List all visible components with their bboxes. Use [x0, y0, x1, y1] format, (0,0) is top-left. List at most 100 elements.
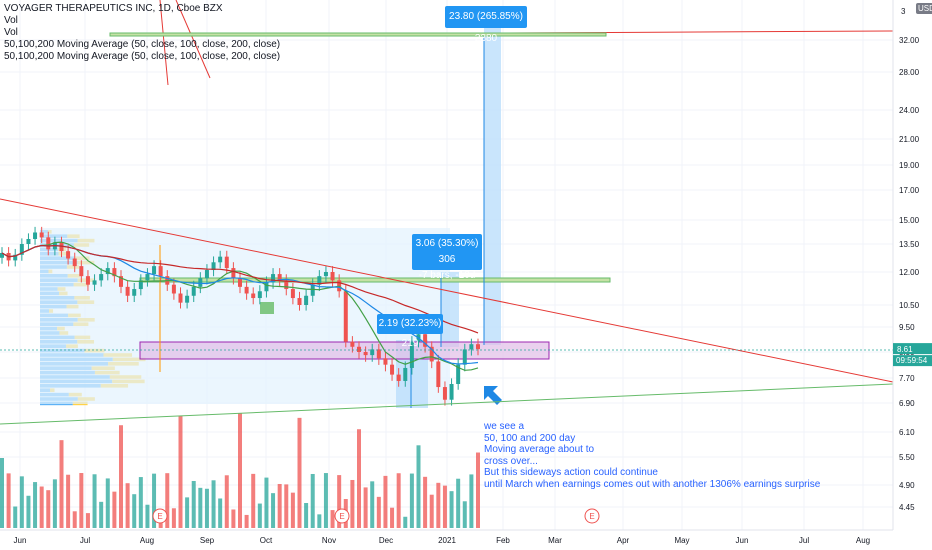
volume-bar: [416, 445, 421, 528]
arrow-icon: [484, 386, 502, 405]
price-axis-label: 32.00: [899, 36, 920, 45]
candle: [436, 361, 441, 388]
price-axis-label: 7.70: [899, 374, 915, 383]
volume-bar: [26, 495, 31, 528]
price-axis-label-top: 3: [901, 7, 906, 16]
time-axis-label: Jul: [799, 536, 809, 545]
trend-lines[interactable]: [0, 0, 894, 425]
measure-box-big[interactable]: 23.80 (265.85%) 2380: [445, 6, 527, 44]
candle: [257, 291, 262, 299]
volume-bar: [390, 507, 395, 528]
volume-bar: [85, 513, 90, 528]
volume-bar: [33, 482, 38, 528]
volume-bar: [290, 492, 295, 528]
countdown-tag: [893, 355, 932, 367]
volume-bar: [231, 509, 236, 528]
volume-bar: [13, 506, 18, 528]
candle: [158, 266, 163, 277]
candle: [423, 334, 428, 347]
currency-label[interactable]: USD: [916, 3, 932, 14]
annotation-line: 50, 100 and 200 day: [484, 432, 576, 444]
time-axis-label: Mar: [548, 536, 562, 545]
consolidation-zone: [139, 341, 550, 360]
volume-bar: [449, 491, 454, 528]
price-axis-label: 4.90: [899, 481, 915, 490]
volume-bar: [304, 503, 309, 528]
measure-box-small[interactable]: 2.19 (32.23%) 219: [377, 314, 443, 349]
volume-bar: [119, 425, 123, 528]
candle: [191, 286, 196, 296]
earnings-label: E: [157, 512, 162, 521]
volume-bar: [330, 510, 335, 528]
candle: [363, 352, 368, 356]
vol-indicator-2[interactable]: Vol: [4, 27, 18, 38]
time-axis-label: Jun: [14, 536, 27, 545]
measure-mid-line2: -7 bars, -10d: [418, 270, 476, 281]
candle: [19, 244, 24, 255]
candle: [92, 280, 97, 285]
volume-bar: [277, 483, 282, 528]
candle: [138, 280, 143, 290]
red-line-1: [159, 0, 169, 86]
volume-bar: [350, 479, 355, 528]
volume-bar: [476, 452, 480, 528]
candle: [224, 256, 229, 269]
resistance-zone: [139, 277, 611, 283]
ma-indicator-1[interactable]: 50,100,200 Moving Average (50, close, 10…: [4, 39, 281, 50]
candle: [152, 266, 157, 275]
volume-bar: [337, 475, 342, 528]
candle: [112, 268, 117, 277]
annotation-text[interactable]: we see a 50, 100 and 200 day Moving aver…: [484, 421, 820, 491]
candle: [185, 295, 190, 303]
volume-bar: [423, 476, 428, 528]
volume-bar: [376, 496, 381, 528]
time-axis-label: Oct: [260, 536, 273, 545]
candle: [390, 364, 395, 375]
candle: [26, 238, 31, 244]
volume-bar: [429, 494, 434, 528]
candle: [370, 349, 375, 356]
symbol-title[interactable]: VOYAGER THERAPEUTICS INC, 1D, Cboe BZX: [4, 3, 223, 14]
candle: [330, 272, 335, 281]
volume-bar: [462, 501, 467, 528]
volume-bar: [52, 479, 57, 528]
candle: [323, 272, 328, 277]
volume-bar: [244, 514, 249, 528]
candle: [204, 270, 209, 279]
volume-bar: [92, 474, 97, 528]
volume-bar: [370, 481, 375, 528]
ma-indicator-2[interactable]: 50,100,200 Moving Average (50, close, 10…: [4, 51, 281, 62]
earnings-label: E: [339, 512, 344, 521]
volume-bar: [323, 473, 328, 528]
volume-bar: [145, 504, 150, 528]
candle: [46, 237, 51, 250]
vol-indicator-1[interactable]: Vol: [4, 15, 18, 26]
volume-bar: [66, 474, 71, 528]
time-axis-label: May: [674, 536, 689, 545]
candle: [66, 251, 71, 259]
price-axis-label: 24.00: [899, 106, 920, 115]
volume-bar: [79, 473, 84, 528]
volume-bar: [409, 473, 414, 528]
volume-bar: [178, 415, 183, 528]
earnings-label: E: [589, 512, 594, 521]
measure-box-mid[interactable]: 3.06 (35.30%) 306 -7 bars, -10d: [412, 234, 482, 281]
price-axis-label: 6.10: [899, 428, 915, 437]
time-axis-label: Dec: [379, 536, 393, 545]
candle: [244, 286, 249, 294]
candle: [376, 349, 381, 359]
last-price-text: 8.61: [897, 345, 913, 354]
price-axis-label: 13.50: [899, 240, 920, 249]
candle: [13, 254, 18, 261]
annotation-line: until March when earnings comes out with…: [484, 478, 821, 490]
volume-bar: [39, 486, 44, 528]
candle: [469, 344, 474, 350]
volume-bar: [284, 484, 289, 528]
candle: [85, 276, 90, 285]
volume-bar: [125, 483, 130, 528]
volume-bar: [6, 473, 11, 528]
earnings-marker: [334, 508, 350, 524]
candle: [429, 346, 434, 362]
